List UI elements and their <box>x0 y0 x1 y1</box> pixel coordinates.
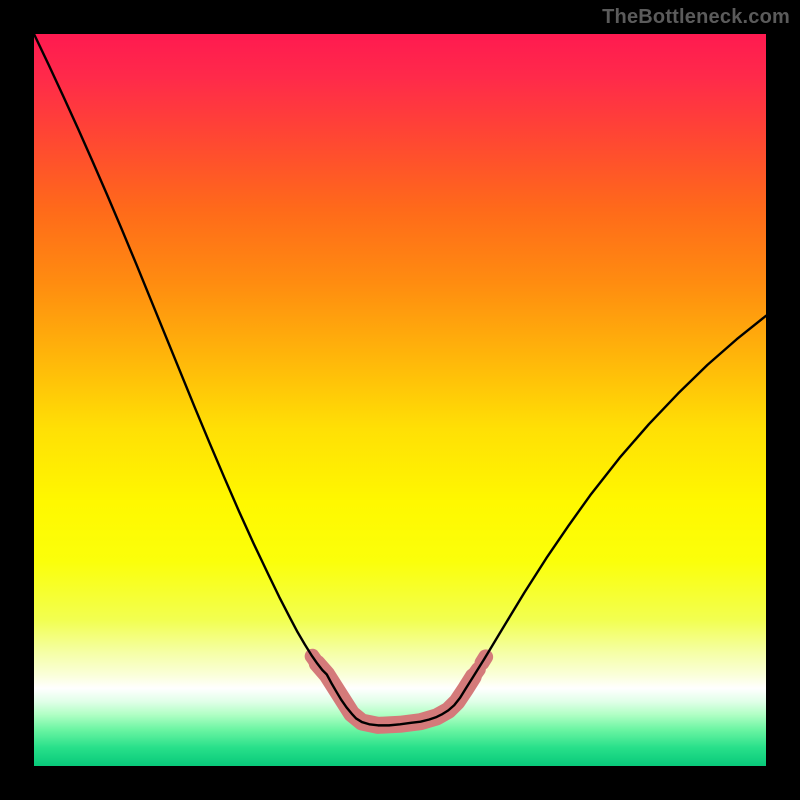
bottleneck-chart <box>0 0 800 800</box>
chart-gradient-bg <box>34 34 766 766</box>
chart-container: TheBottleneck.com <box>0 0 800 800</box>
watermark-text: TheBottleneck.com <box>602 6 790 29</box>
